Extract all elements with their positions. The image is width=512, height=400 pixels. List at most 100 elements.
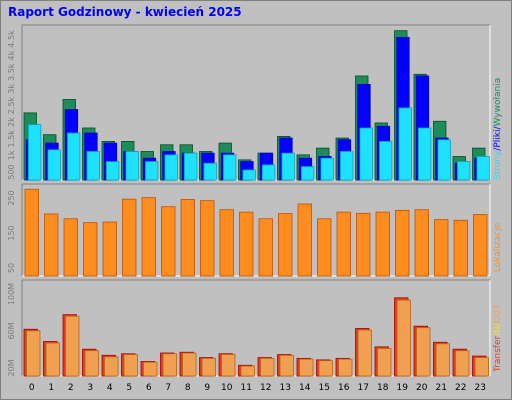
bar-lokalizacje-20 <box>414 209 429 277</box>
bar-wywołania-18 <box>378 141 393 181</box>
bar-wywołania-9 <box>203 162 217 181</box>
x-tick-label: 5 <box>126 383 132 393</box>
bar-out-7 <box>162 353 177 377</box>
bar-out-18 <box>377 347 392 377</box>
x-tick-label: 12 <box>260 383 271 393</box>
x-tick-label: 4 <box>107 383 113 393</box>
bar-out-4 <box>104 356 119 377</box>
y-tick-label: 2.5k <box>7 96 16 114</box>
bar-wywołania-4 <box>106 161 120 181</box>
y-tick-label: 1k <box>7 150 16 160</box>
panel-2: 250 150 50 Lokalizacje <box>7 183 503 277</box>
bar-wywołania-0 <box>27 124 42 181</box>
y-tick-label: 100M <box>7 283 16 305</box>
bar-lokalizacje-5 <box>122 198 137 277</box>
x-tick-label: 6 <box>146 383 152 393</box>
bar-lokalizacje-14 <box>297 203 312 277</box>
bar-wywołania-21 <box>437 139 451 181</box>
x-tick-label: 9 <box>204 383 210 393</box>
bar-out-23 <box>474 357 489 377</box>
plot-area <box>21 183 491 277</box>
bar-lokalizacje-6 <box>141 197 156 277</box>
plot-area <box>21 279 491 377</box>
x-tick-label: 1 <box>48 383 54 393</box>
y-tick-label: 150 <box>7 225 16 240</box>
y-tick-label: 250 <box>7 190 16 205</box>
legend-label: OUT <box>493 304 503 324</box>
x-tick-label: 2 <box>68 383 74 393</box>
x-tick-label: 16 <box>338 383 350 393</box>
bar-out-16 <box>338 358 353 377</box>
y-tick-label: 3.5k <box>7 63 16 81</box>
bar-lokalizacje-21 <box>434 219 449 277</box>
bar-out-9 <box>201 357 216 377</box>
x-axis-labels: 0 1 2 3 4 5 6 7 8 9 10 11 12 13 14 15 16 17 18 19 20 21 22 23 <box>29 383 486 393</box>
bar-wywołania-6 <box>144 161 159 181</box>
x-tick-label: 21 <box>436 383 447 393</box>
bar-out-14 <box>299 358 314 377</box>
bar-lokalizacje-3 <box>83 222 98 277</box>
bar-lokalizacje-12 <box>258 218 273 277</box>
plot-area <box>21 24 491 181</box>
y-tick-label: 4.5k <box>7 30 16 48</box>
bar-wywołania-8 <box>183 152 198 181</box>
y-tick-label: 50 <box>7 263 16 273</box>
bar-lokalizacje-7 <box>161 206 176 277</box>
y-tick-label: 4k <box>7 50 16 60</box>
bar-wywołania-10 <box>222 154 237 181</box>
legend-label: Wywołania <box>493 78 503 127</box>
bar-wywołania-16 <box>339 151 354 181</box>
bar-wywołania-22 <box>456 161 471 181</box>
bar-lokalizacje-17 <box>356 212 371 277</box>
bar-out-0 <box>26 330 41 377</box>
y-tick-label: 20M <box>7 359 16 376</box>
bar-wywołania-5 <box>125 151 139 181</box>
bar-out-10 <box>221 354 236 377</box>
bar-lokalizacje-16 <box>336 211 351 277</box>
bar-lokalizacje-23 <box>473 214 488 277</box>
x-tick-label: 13 <box>280 383 291 393</box>
y-tick-label: 3k <box>7 84 16 94</box>
panel-3: 100M 60M 20M Transfer IN/OUT <box>7 279 503 377</box>
bar-lokalizacje-19 <box>395 209 410 277</box>
bar-lokalizacje-10 <box>219 209 234 277</box>
bar-lokalizacje-0 <box>24 188 39 277</box>
bar-out-15 <box>318 360 333 377</box>
x-tick-label: 10 <box>221 383 233 393</box>
bar-wywołania-1 <box>47 149 61 181</box>
bar-lokalizacje-8 <box>180 199 195 277</box>
y-tick-label: 2k <box>7 117 16 127</box>
legend-label: / <box>493 322 503 326</box>
x-tick-label: 14 <box>299 383 311 393</box>
bar-out-21 <box>435 343 450 377</box>
bar-lokalizacje-2 <box>63 218 78 277</box>
bar-wywołania-7 <box>164 154 178 181</box>
legend-label: Pliki <box>493 130 503 148</box>
bar-out-20 <box>416 327 431 377</box>
bar-out-12 <box>260 357 275 377</box>
bar-out-22 <box>455 350 470 377</box>
bar-out-5 <box>123 354 138 377</box>
x-tick-label: 0 <box>29 383 35 393</box>
x-tick-label: 7 <box>165 383 171 393</box>
bar-wywołania-17 <box>359 127 373 181</box>
bar-out-8 <box>182 352 197 377</box>
x-tick-label: 22 <box>455 383 466 393</box>
bar-lokalizacje-9 <box>200 200 215 277</box>
legend-label: Transfer <box>493 336 503 373</box>
bar-out-2 <box>65 315 80 377</box>
x-tick-label: 11 <box>241 383 252 393</box>
bar-out-11 <box>240 365 255 377</box>
y-tick-label: 60M <box>7 322 16 339</box>
bar-lokalizacje-22 <box>453 219 468 277</box>
bar-wywołania-15 <box>320 157 334 181</box>
bar-out-19 <box>396 299 411 377</box>
x-tick-label: 8 <box>185 383 191 393</box>
x-tick-label: 23 <box>475 383 486 393</box>
x-tick-label: 20 <box>416 383 428 393</box>
bar-wywołania-2 <box>67 132 81 181</box>
x-tick-label: 17 <box>358 383 369 393</box>
